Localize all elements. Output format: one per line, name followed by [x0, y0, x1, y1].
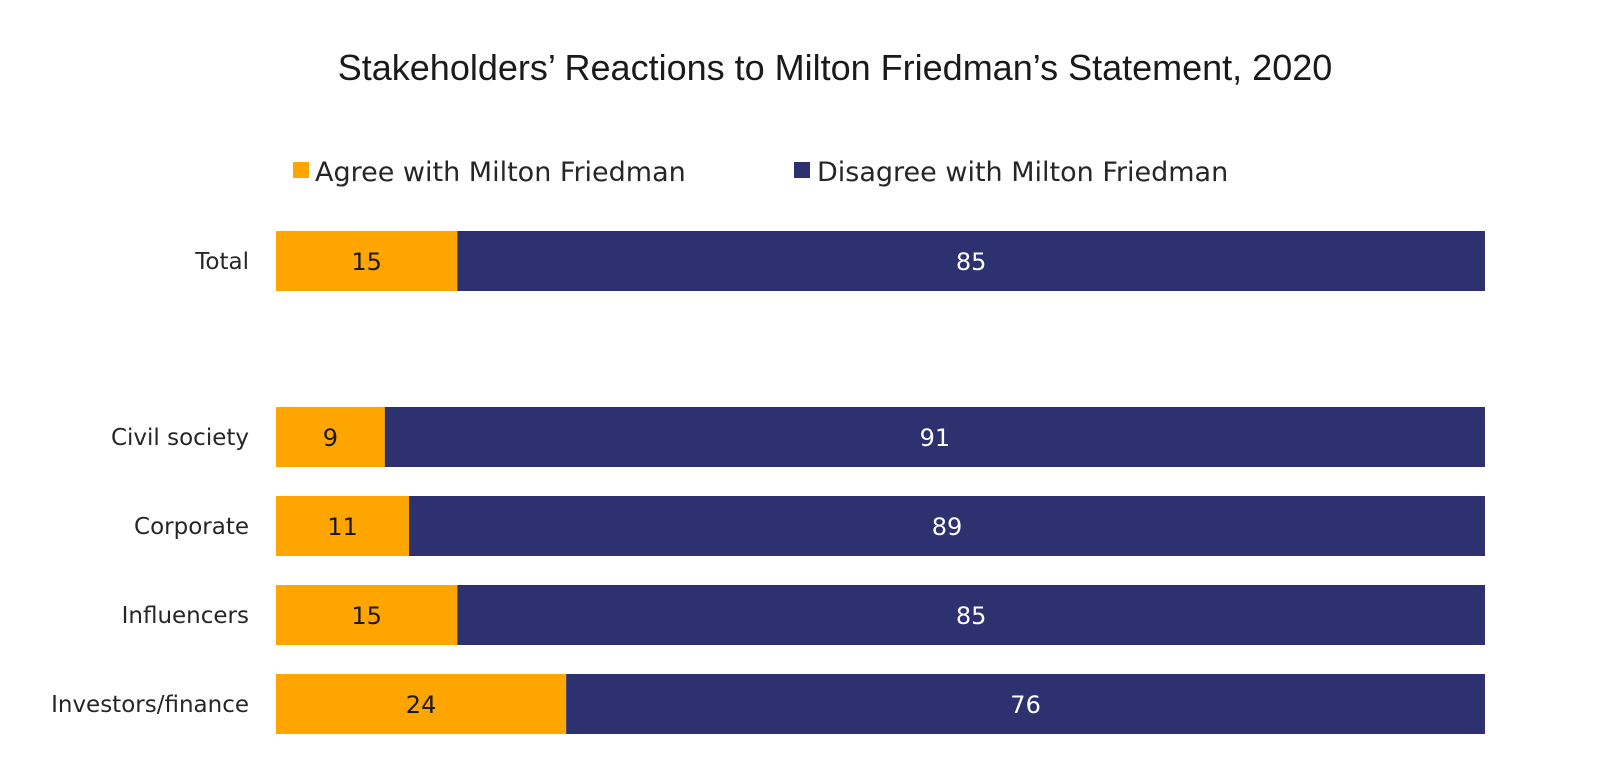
legend-swatch-disagree [794, 162, 810, 178]
category-label-investors-finance: Investors/finance [51, 692, 249, 718]
data-label-disagree-corporate: 89 [932, 513, 963, 541]
legend-label-disagree: Disagree with Milton Friedman [817, 157, 1228, 188]
data-label-agree-corporate: 11 [327, 513, 358, 541]
bar-agree-corporate [276, 496, 409, 556]
bar-disagree-civil-society [384, 407, 1485, 467]
chart-title: Stakeholders’ Reactions to Milton Friedm… [338, 47, 1333, 88]
data-label-disagree-investors-finance: 76 [1010, 691, 1041, 719]
category-label-civil-society: Civil society [111, 425, 249, 451]
legend: Agree with Milton Friedman Disagree with… [293, 157, 1228, 188]
legend-label-agree: Agree with Milton Friedman [315, 157, 686, 188]
bar-disagree-influencers [457, 585, 1486, 645]
data-label-disagree-total: 85 [956, 248, 987, 276]
bar-disagree-corporate [408, 496, 1485, 556]
legend-swatch-agree [293, 162, 309, 178]
bar-disagree-investors-finance [566, 674, 1485, 734]
data-label-agree-total: 15 [351, 248, 382, 276]
plot-area: Total 15 85 Civil society 9 91 Corporate 11 89 In… [51, 231, 1486, 734]
bar-agree-total [276, 231, 458, 291]
bar-agree-investors-finance [276, 674, 567, 734]
bar-agree-civil-society [276, 407, 385, 467]
data-label-agree-civil-society: 9 [323, 424, 338, 452]
bar-agree-influencers [276, 585, 458, 645]
data-label-agree-influencers: 15 [351, 602, 382, 630]
category-label-influencers: Influencers [122, 603, 249, 629]
data-label-agree-investors-finance: 24 [406, 691, 437, 719]
bar-disagree-total [457, 231, 1486, 291]
data-label-disagree-civil-society: 91 [920, 424, 951, 452]
category-label-corporate: Corporate [134, 514, 249, 540]
category-label-total: Total [194, 249, 249, 275]
data-label-disagree-influencers: 85 [956, 602, 987, 630]
